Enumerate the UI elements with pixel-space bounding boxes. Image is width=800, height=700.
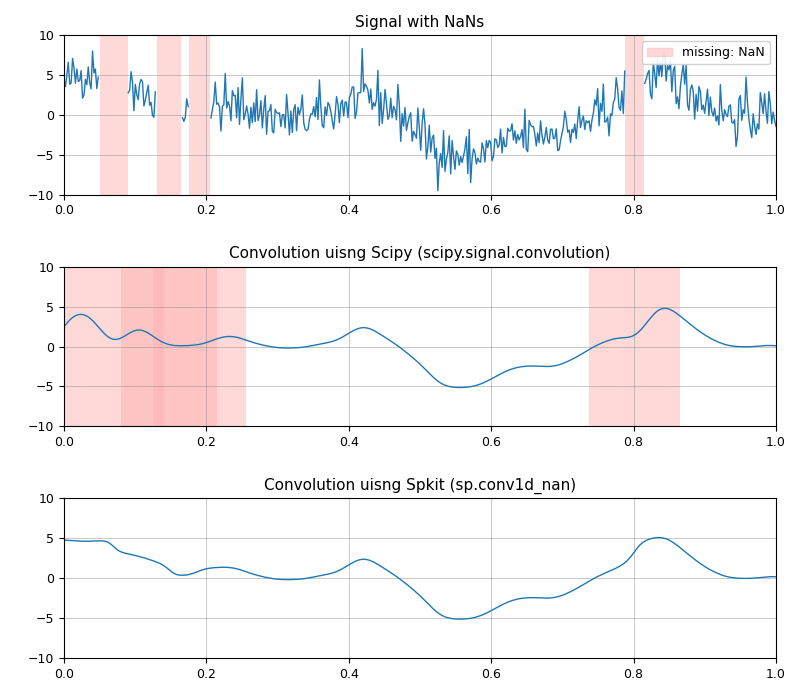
Bar — [99, 35, 128, 195]
Bar — [121, 267, 217, 426]
Bar — [157, 35, 182, 195]
Title: Convolution uisng Scipy (scipy.signal.convolution): Convolution uisng Scipy (scipy.signal.co… — [230, 246, 610, 261]
Legend: missing: NaN: missing: NaN — [642, 41, 770, 64]
Bar — [625, 35, 644, 195]
Title: Signal with NaNs: Signal with NaNs — [355, 15, 485, 29]
Title: Convolution uisng Spkit (sp.conv1d_nan): Convolution uisng Spkit (sp.conv1d_nan) — [264, 478, 576, 494]
Bar — [189, 35, 210, 195]
Bar — [153, 267, 246, 426]
Bar — [590, 267, 680, 426]
Bar — [64, 267, 164, 426]
